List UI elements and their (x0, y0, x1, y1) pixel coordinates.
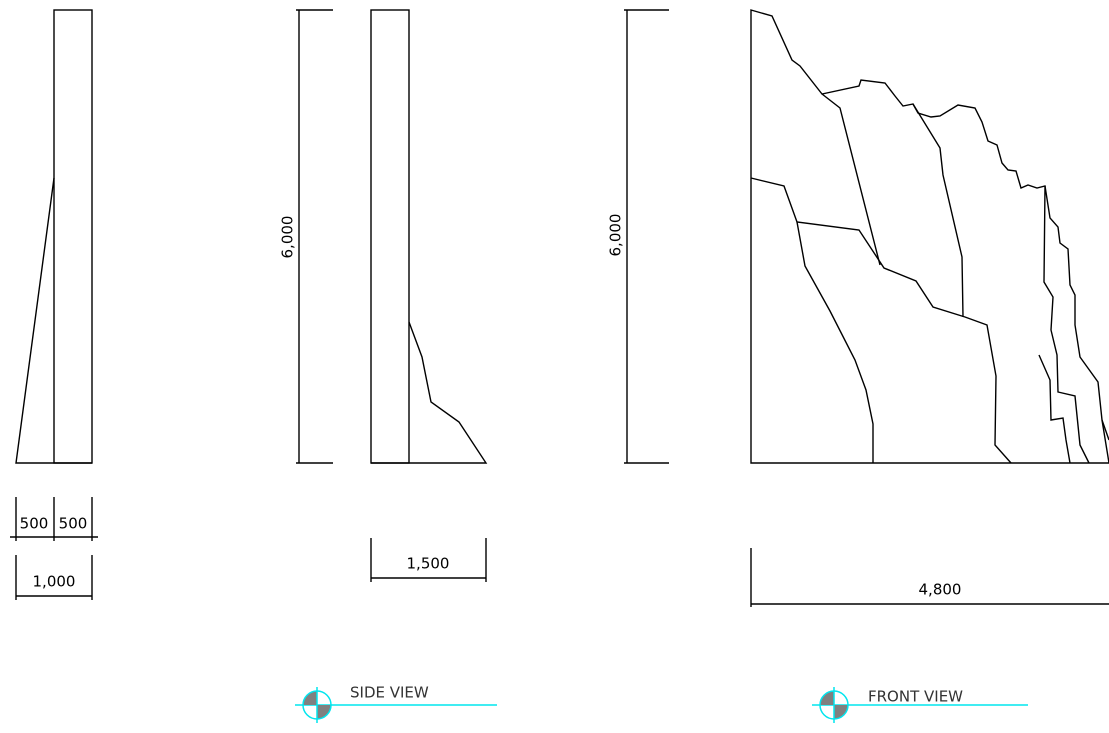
view-label: SIDE VIEW (350, 684, 429, 702)
height-dimension (296, 9, 333, 464)
dim-text: 500 (59, 515, 88, 533)
rock-profile (371, 321, 488, 464)
left-view: 500 500 1,000 (10, 9, 98, 600)
dim-text: 1,000 (33, 573, 76, 591)
dimension-lines (10, 497, 98, 600)
buttress (15, 177, 92, 464)
side-view: 6,000 1,500 SIDE VIEW (279, 9, 497, 723)
width-dimension (750, 548, 1109, 607)
dim-text: 4,800 (919, 581, 962, 599)
rock-face (750, 9, 1109, 464)
view-symbol (819, 687, 849, 723)
height-dimension (624, 9, 669, 464)
dim-text: 500 (20, 515, 49, 533)
front-view: 6,000 4,800 FRONT VIEW (607, 9, 1109, 723)
pillar (370, 9, 410, 464)
dim-text: 6,000 (279, 216, 297, 259)
dim-text: 6,000 (607, 214, 625, 257)
dim-text: 1,500 (407, 555, 450, 573)
view-label: FRONT VIEW (868, 688, 963, 706)
view-symbol (302, 687, 332, 723)
pillar (53, 9, 93, 464)
width-dimension (370, 538, 487, 582)
